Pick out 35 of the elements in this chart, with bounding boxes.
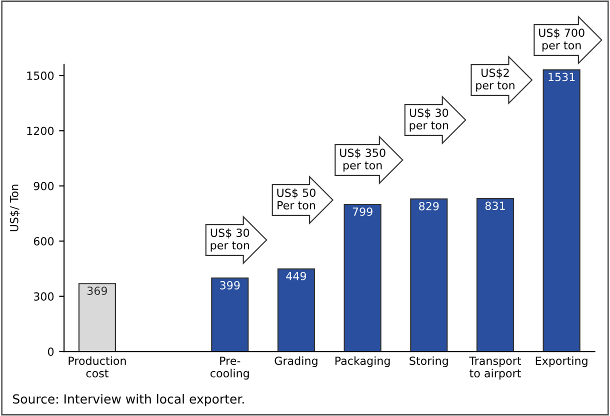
bar (542, 69, 580, 352)
bar (78, 283, 116, 352)
data-label: 399 (220, 281, 240, 290)
annotation: US$ 350 per ton (340, 148, 386, 172)
y-tick-label: 0 (48, 347, 54, 356)
annotation: US$ 50 Per ton (277, 188, 316, 210)
bar (476, 198, 514, 352)
x-tick-label: Transport to airport (469, 356, 522, 380)
y-axis-title: US$/ Ton (10, 184, 20, 232)
text: US$ 700 per ton (539, 28, 584, 52)
bar (344, 204, 382, 352)
y-tick-label: 900 (34, 182, 54, 190)
annotation: US$2 per ton (476, 68, 514, 92)
source-note: Source: Interview with local exporter. (13, 394, 244, 406)
bar (211, 278, 249, 352)
bar (410, 198, 448, 352)
x-tick-label: Exporting (536, 356, 588, 368)
y-tick-label: 600 (34, 237, 54, 246)
annotation: US$ 30 per ton (410, 108, 448, 132)
data-label: 449 (286, 272, 306, 280)
x-tick-label: Grading (274, 356, 318, 368)
x-tick-label: Packaging (335, 356, 390, 368)
annotation: US$ 30 per ton (210, 228, 250, 252)
x-tick-label: Storing (410, 356, 448, 368)
data-label: 829 (419, 202, 439, 210)
x-tick-label: Pre- cooling (210, 356, 249, 380)
x-tick-label: Production cost (68, 356, 126, 378)
bar (277, 268, 316, 352)
data-label: 799 (352, 207, 372, 216)
y-tick-label: 1500 (27, 71, 54, 80)
data-label: 369 (87, 286, 108, 295)
y-tick-label: 300 (34, 292, 54, 301)
data-label: 831 (485, 202, 505, 210)
y-tick-label: 1200 (27, 126, 54, 136)
data-label: 1531 (548, 72, 575, 82)
